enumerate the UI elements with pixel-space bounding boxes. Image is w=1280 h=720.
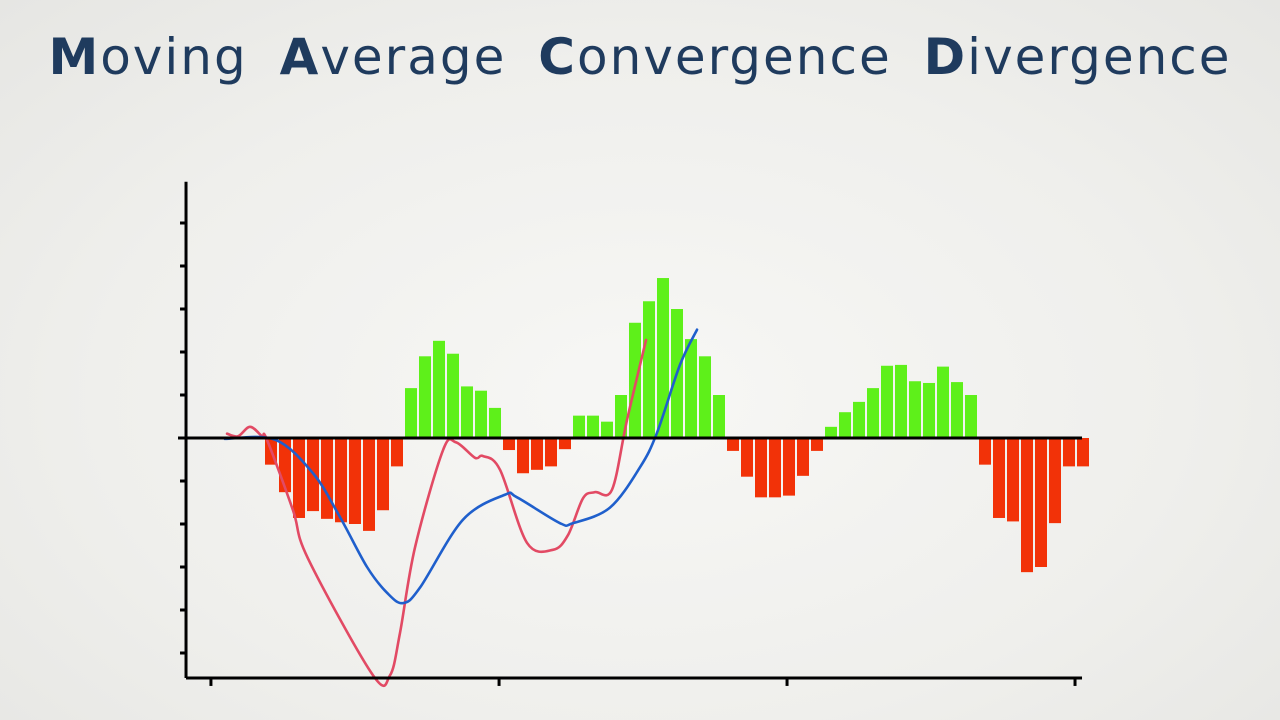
title-word-1: oving — [100, 28, 248, 86]
histogram-bar-positive — [601, 421, 613, 438]
histogram-bar-positive — [965, 395, 977, 438]
histogram-bar-negative — [293, 438, 305, 518]
histogram-bar-negative — [811, 438, 823, 451]
histogram-bar-negative — [727, 438, 739, 451]
histogram-bar-positive — [657, 278, 669, 438]
histogram-bar-negative — [349, 438, 361, 524]
histogram-bar-negative — [783, 438, 795, 496]
histogram-bar-positive — [587, 415, 599, 438]
histogram-bar-negative — [391, 438, 403, 467]
histogram-bar-positive — [419, 356, 431, 438]
title-initial-a: A — [279, 28, 321, 86]
histogram-bar-negative — [979, 438, 991, 465]
histogram-bar-negative — [559, 438, 571, 450]
histogram-bar-negative — [1049, 438, 1061, 524]
histogram-bar-positive — [853, 401, 865, 438]
histogram-bar-negative — [741, 438, 753, 477]
axes — [178, 181, 1083, 686]
title-initial-d: D — [923, 28, 968, 86]
histogram-bar-negative — [1077, 438, 1089, 467]
chart-title: Moving Average Convergence Divergence — [0, 28, 1280, 86]
histogram-bar-negative — [993, 438, 1005, 518]
title-word-2: verage — [320, 28, 507, 86]
histogram-bar-negative — [517, 438, 529, 474]
histogram-bar-positive — [699, 356, 711, 438]
histogram-bar-positive — [615, 395, 627, 438]
histogram-bar-positive — [951, 382, 963, 438]
title-initial-m: M — [48, 28, 101, 86]
histogram-bar-negative — [755, 438, 767, 498]
histogram-bar-positive — [489, 407, 501, 438]
histogram-bar-positive — [433, 340, 445, 438]
histogram-bar-positive — [923, 382, 935, 438]
histogram-bar-negative — [545, 438, 557, 467]
indicator-lines — [223, 328, 699, 688]
histogram-bar-negative — [503, 438, 515, 451]
histogram-bar-positive — [937, 366, 949, 438]
histogram-bars — [265, 278, 1089, 573]
histogram-bar-positive — [881, 365, 893, 438]
histogram-bar-negative — [335, 438, 347, 523]
histogram-bar-negative — [1035, 438, 1047, 567]
title-initial-c: C — [538, 28, 577, 86]
signal-line — [223, 328, 699, 605]
histogram-bar-positive — [573, 415, 585, 438]
histogram-bar-positive — [825, 426, 837, 438]
histogram-bar-negative — [769, 438, 781, 498]
histogram-bar-positive — [643, 301, 655, 438]
histogram-bar-positive — [405, 388, 417, 438]
histogram-bar-positive — [895, 364, 907, 438]
histogram-bar-negative — [1007, 438, 1019, 522]
histogram-bar-positive — [839, 412, 851, 438]
histogram-bar-positive — [447, 353, 459, 438]
histogram-bar-positive — [685, 339, 697, 438]
histogram-bar-negative — [1021, 438, 1033, 573]
histogram-bar-negative — [321, 438, 333, 519]
histogram-bar-negative — [797, 438, 809, 476]
histogram-bar-positive — [713, 395, 725, 438]
macd-line — [225, 338, 648, 688]
title-word-3: onvergence — [576, 28, 892, 86]
histogram-bar-negative — [363, 438, 375, 531]
histogram-bar-positive — [909, 381, 921, 438]
histogram-bar-positive — [867, 388, 879, 438]
title-word-4: ivergence — [967, 28, 1232, 86]
histogram-bar-positive — [461, 386, 473, 438]
histogram-bar-positive — [475, 390, 487, 438]
histogram-bar-negative — [1063, 438, 1075, 467]
histogram-bar-negative — [531, 438, 543, 470]
histogram-bar-negative — [377, 438, 389, 511]
